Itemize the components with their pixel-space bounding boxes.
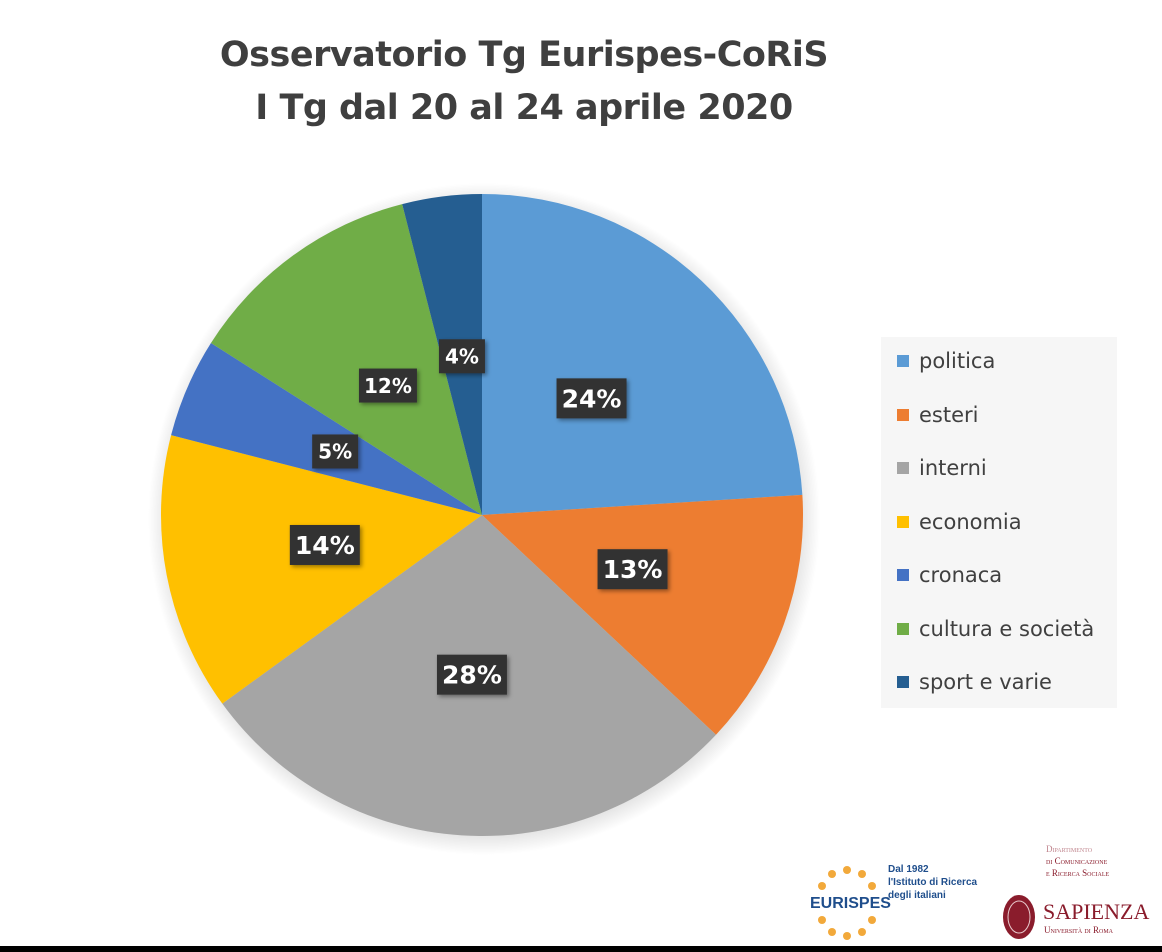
pie-slice-economia [161, 435, 482, 704]
data-label-text: 5% [318, 440, 352, 464]
chart-title-line-2: I Tg dal 20 al 24 aprile 2020 [255, 88, 793, 128]
legend-swatch [897, 355, 909, 367]
sapienza-sub: Università di Roma [1044, 925, 1113, 935]
eurispes-stars-icon [818, 866, 876, 940]
sapienza-seal-icon [1003, 895, 1035, 939]
legend-swatch [897, 676, 909, 688]
legend-item: interni [897, 456, 987, 480]
data-label-text: 24% [562, 384, 622, 413]
legend-label: esteri [919, 402, 979, 427]
data-label-box [438, 339, 485, 374]
tagline-line: l'Istituto di Ricerca [888, 877, 978, 888]
legend-label: cultura e società [919, 616, 1095, 641]
legend-swatch [897, 462, 909, 474]
data-label-text: 28% [442, 661, 502, 690]
data-label-box [597, 549, 668, 590]
dept-line: Dipartimento [1046, 844, 1093, 854]
eurispes-tagline: Dal 1982 l'Istituto di Ricerca degli ita… [888, 863, 977, 902]
data-label-text: 14% [295, 531, 355, 560]
legend-item: cronaca [897, 563, 1002, 587]
pie-slice-esteri [482, 494, 803, 735]
data-label-text: 12% [364, 374, 412, 398]
pie-slice-cultura-e-società [210, 204, 482, 515]
data-label: 24% [556, 378, 627, 419]
data-label: 12% [358, 368, 417, 403]
dept-line: di Comunicazione [1046, 856, 1108, 866]
legend-item: economia [897, 510, 1022, 534]
data-label-box [289, 524, 360, 565]
data-label-text: 4% [445, 344, 479, 368]
chart-title-line-1: Osservatorio Tg Eurispes-CoRiS [219, 35, 829, 75]
data-label: 14% [289, 524, 360, 565]
data-label: 28% [436, 654, 507, 695]
pie-slice-cronaca [171, 342, 482, 515]
sapienza-name: SAPIENZA [1043, 899, 1150, 924]
data-label-box [436, 654, 507, 695]
tagline-line: Dal 1982 [888, 864, 929, 875]
data-label-box [556, 378, 627, 419]
legend-label: cronaca [919, 563, 1003, 587]
legend-label: interni [919, 456, 987, 480]
legend-item: sport e varie [897, 670, 1052, 694]
legend-item: cultura e società [897, 617, 1094, 641]
legend-item: esteri [897, 403, 978, 427]
data-label-box [312, 434, 359, 469]
bottom-border [0, 946, 1162, 952]
tagline-line: degli italiani [888, 890, 946, 901]
legend-label: economia [919, 509, 1022, 534]
legend: politica esteri interni economia cronaca cult… [881, 337, 1117, 708]
data-label: 13% [597, 549, 668, 590]
legend-item: politica [897, 349, 995, 373]
data-label: 5% [312, 434, 359, 469]
sapienza-department: Dipartimento di Comunicazione e Ricerca … [1046, 843, 1109, 879]
legend-swatch [897, 569, 909, 581]
dept-line: e Ricerca Sociale [1046, 868, 1110, 878]
data-label-text: 13% [603, 555, 663, 584]
legend-swatch [897, 622, 909, 635]
data-label: 4% [438, 339, 485, 374]
eurispes-name: EURISPES [810, 895, 891, 912]
pie-slice-politica [482, 194, 803, 515]
data-label-box [358, 368, 417, 403]
legend-swatch [897, 515, 909, 528]
legend-label: politica [919, 349, 996, 373]
legend-swatch [897, 408, 909, 421]
legend-label: sport e varie [919, 670, 1052, 694]
